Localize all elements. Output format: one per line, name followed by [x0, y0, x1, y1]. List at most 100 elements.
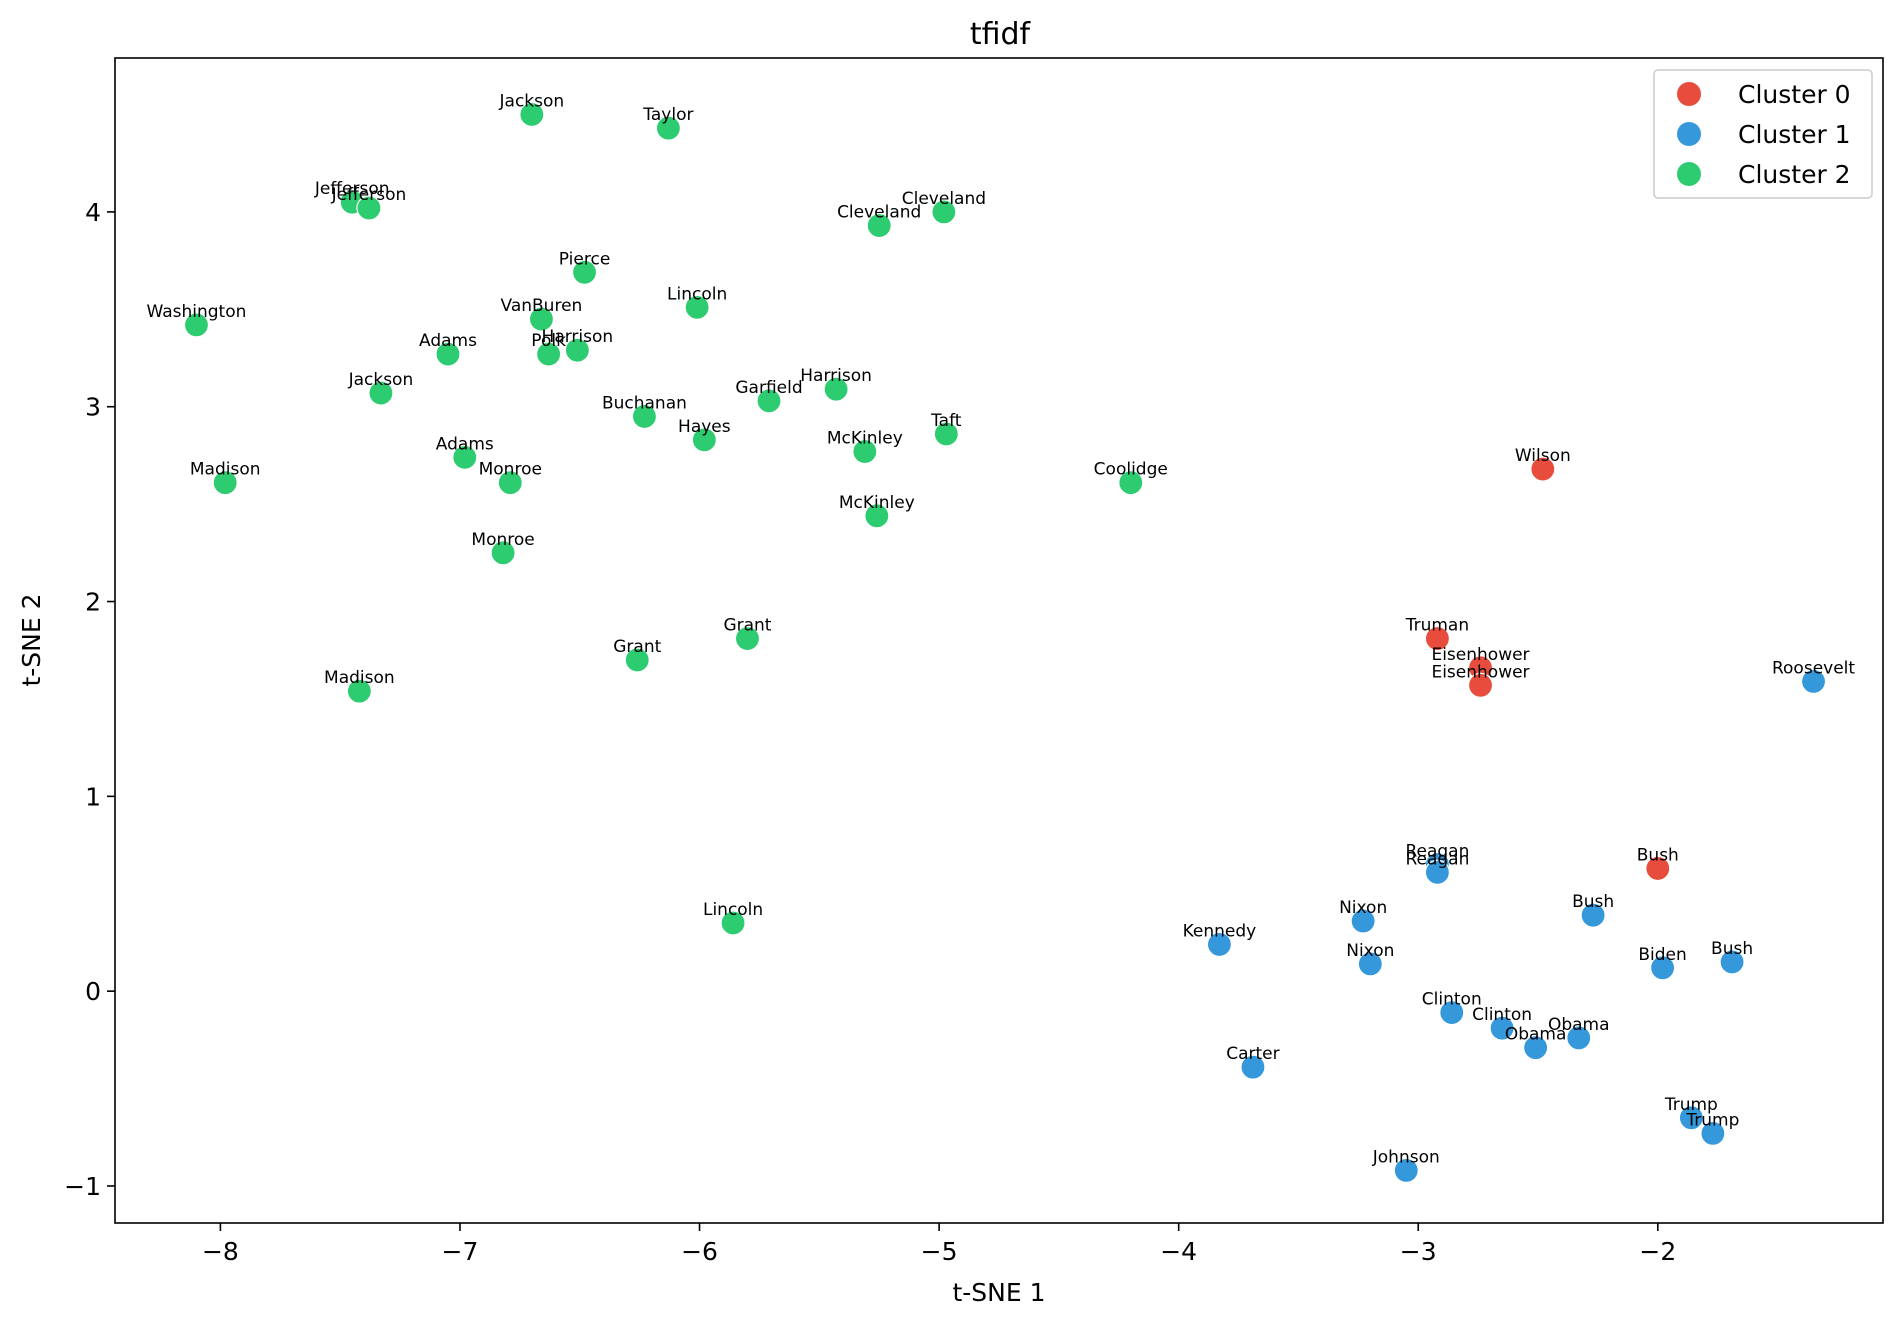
data-point: [684, 294, 710, 320]
point-label: Biden: [1638, 945, 1686, 965]
data-point: [1719, 949, 1745, 975]
chart-title: tfidf: [970, 17, 1032, 52]
legend-marker: [1677, 162, 1701, 186]
data-point: [490, 540, 516, 566]
point-label: Jefferson: [331, 185, 407, 205]
y-tick-label: 4: [85, 198, 101, 227]
y-axis-label: t-SNE 2: [17, 593, 46, 686]
legend-label: Cluster 2: [1738, 160, 1851, 189]
data-point: [720, 910, 746, 936]
data-point: [933, 421, 959, 447]
data-point: [497, 470, 523, 496]
y-axis: −1 0 1 2 3 4: [64, 198, 115, 1201]
data-point: [1580, 902, 1606, 928]
point-label: Bush: [1572, 892, 1614, 912]
data-point: [1530, 456, 1556, 482]
point-label: Lincoln: [667, 284, 727, 304]
point-label: Eisenhower: [1431, 645, 1529, 665]
point-label: Obama: [1505, 1025, 1567, 1045]
data-point: [864, 503, 890, 529]
point-label: Jackson: [348, 370, 414, 390]
y-tick-label: 2: [85, 588, 101, 617]
x-axis-label: t-SNE 1: [952, 1278, 1045, 1307]
point-label: Jackson: [499, 91, 565, 111]
point-label: Truman: [1405, 616, 1469, 636]
y-tick-label: −1: [64, 1172, 101, 1201]
point-label: Adams: [419, 331, 477, 351]
point-label: Reagan: [1405, 842, 1469, 862]
data-point: [346, 678, 372, 704]
point-label: Monroe: [479, 460, 542, 480]
point-label: Pierce: [559, 249, 610, 269]
data-point: [1118, 470, 1144, 496]
point-label: Trump: [1664, 1095, 1718, 1115]
point-label: Eisenhower: [1431, 662, 1529, 682]
point-label: Hayes: [678, 417, 731, 437]
data-point: [368, 380, 394, 406]
point-label: Washington: [146, 302, 246, 322]
y-tick-label: 3: [85, 393, 101, 422]
data-point: [1489, 1015, 1515, 1041]
y-tick-label: 0: [85, 977, 101, 1006]
data-point: [452, 444, 478, 470]
data-point: [1240, 1054, 1266, 1080]
data-point: [866, 212, 892, 239]
legend: Cluster 0 Cluster 1 Cluster 2: [1653, 69, 1873, 199]
data-point: [1439, 999, 1465, 1026]
data-point: [1393, 1157, 1419, 1183]
x-tick-label: −8: [202, 1237, 239, 1266]
data-point: [631, 403, 658, 430]
legend-label: Cluster 0: [1738, 80, 1851, 109]
point-label: Adams: [436, 434, 494, 454]
data-point: [1424, 859, 1451, 885]
plot-frame: [114, 57, 1884, 1224]
point-label: Harrison: [542, 327, 614, 347]
data-point: [1700, 1120, 1726, 1146]
data-points: [183, 101, 1827, 1183]
data-point: [1678, 1105, 1704, 1131]
point-label: McKinley: [839, 493, 915, 513]
x-tick-label: −6: [681, 1237, 718, 1266]
x-tick-label: −3: [1400, 1237, 1437, 1266]
point-label: Taft: [930, 411, 962, 431]
point-label: Buchanan: [602, 393, 687, 413]
x-tick-label: −7: [442, 1237, 479, 1266]
data-point: [1645, 855, 1671, 882]
data-point: [1800, 668, 1827, 695]
point-label: Cleveland: [902, 189, 986, 209]
point-label: Reagan: [1405, 849, 1469, 869]
data-point: [183, 312, 210, 338]
point-label: Coolidge: [1094, 460, 1168, 480]
data-point: [519, 101, 545, 128]
point-label: Bush: [1711, 939, 1753, 959]
data-point: [624, 647, 650, 673]
data-point: [1424, 625, 1451, 652]
point-label: Jefferson: [314, 179, 390, 199]
data-point: [1350, 908, 1376, 934]
point-label: Carter: [1226, 1044, 1279, 1064]
point-label: Grant: [613, 637, 661, 657]
x-tick-label: −4: [1160, 1237, 1197, 1266]
x-tick-label: −2: [1639, 1237, 1676, 1266]
point-label: Nixon: [1346, 941, 1394, 961]
legend-box: [1653, 69, 1873, 199]
data-point: [931, 199, 957, 225]
data-point: [691, 427, 717, 453]
point-label: Johnson: [1372, 1147, 1440, 1167]
data-point: [564, 337, 590, 363]
point-label: Madison: [190, 460, 261, 480]
x-tick-label: −5: [921, 1237, 958, 1266]
data-point: [1649, 955, 1676, 981]
legend-label: Cluster 1: [1738, 120, 1851, 149]
data-point: [528, 306, 555, 332]
point-label: Harrison: [800, 366, 872, 386]
data-point: [571, 259, 598, 285]
point-label: Obama: [1548, 1015, 1610, 1035]
plot-area: [114, 57, 1884, 1224]
point-label: McKinley: [827, 429, 903, 449]
data-point: [212, 470, 238, 496]
point-label: Garfield: [735, 378, 802, 398]
point-label: VanBuren: [501, 296, 583, 316]
